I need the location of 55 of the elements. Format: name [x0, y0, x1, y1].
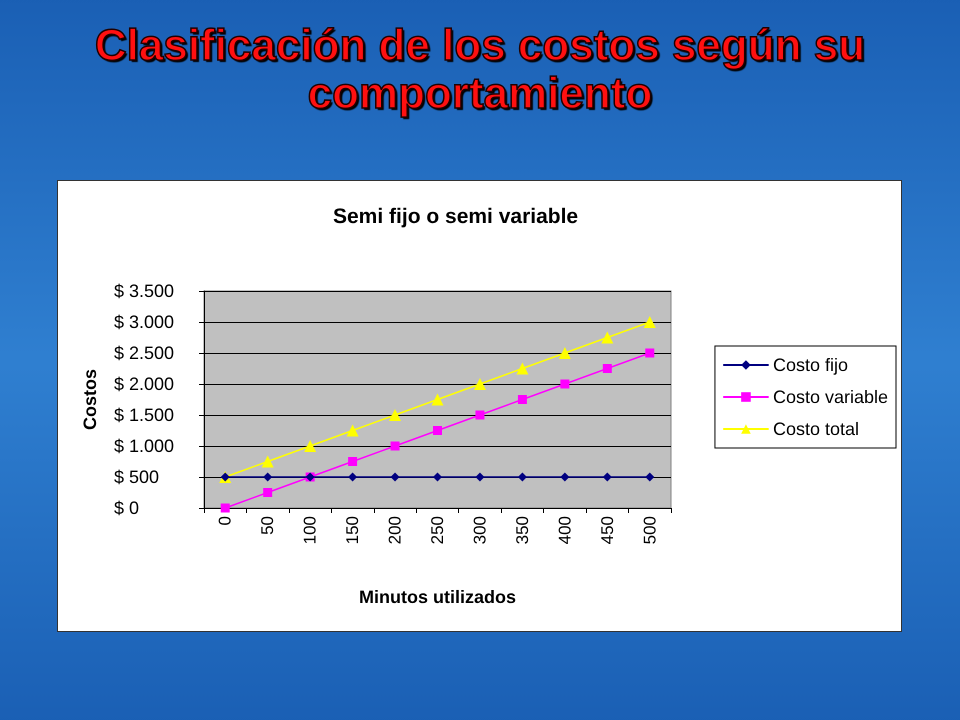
point [560, 472, 570, 482]
point [558, 347, 571, 359]
x-tick-label: 500 [640, 516, 660, 544]
y-tick-label: $ 3.500 [114, 281, 174, 301]
point [262, 456, 274, 468]
point [518, 395, 527, 404]
point [263, 488, 272, 497]
point [475, 472, 484, 482]
x-tick-label: 300 [470, 516, 490, 544]
x-axis-title: Minutos utilizados [359, 587, 516, 607]
point [346, 424, 359, 436]
y-tick-label: $ 500 [114, 467, 160, 487]
point [474, 378, 486, 390]
x-tick-label: 250 [428, 516, 447, 544]
point [518, 472, 527, 482]
point [560, 380, 570, 388]
point [516, 362, 528, 374]
y-tick-label: $ 3.000 [114, 312, 174, 332]
point [390, 442, 400, 450]
point [645, 472, 654, 482]
y-tick-label: $ 2.000 [114, 374, 174, 394]
point [304, 440, 316, 452]
legend-label: Costo total [772, 419, 859, 439]
y-tick-label: $ 0 [114, 498, 140, 518]
point [601, 332, 614, 344]
y-tick-label: $ 1.000 [114, 436, 174, 456]
point [348, 457, 358, 466]
y-tick-label: $ 2.500 [114, 343, 174, 363]
point [644, 316, 656, 328]
y-axis-title: Costos [80, 368, 100, 430]
point [220, 504, 230, 512]
chart-subtitle: Semi fijo o semi variable [333, 205, 578, 228]
x-tick-label: 200 [386, 516, 405, 544]
legend-label: Costo fijo [772, 355, 848, 375]
x-tick-label: 50 [258, 516, 278, 535]
point [390, 472, 400, 482]
x-tick-label: 150 [343, 516, 362, 544]
point [348, 472, 358, 482]
x-tick-label: 400 [555, 516, 574, 544]
x-tick-label: 450 [598, 516, 617, 544]
x-tick-label: 0 [216, 516, 235, 526]
point [433, 472, 442, 482]
point [263, 472, 272, 482]
point [602, 472, 612, 482]
point [602, 364, 612, 373]
point [389, 409, 402, 421]
point [433, 426, 442, 435]
point [645, 348, 654, 358]
y-tick-label: $ 1.500 [114, 405, 174, 425]
point [432, 394, 444, 406]
legend-label: Costo variable [772, 387, 888, 407]
chart-title: Clasificación de los costos según su comportamiento [94, 21, 866, 118]
x-tick-label: 100 [300, 516, 320, 544]
point [475, 410, 484, 420]
x-tick-label: 350 [512, 516, 532, 544]
